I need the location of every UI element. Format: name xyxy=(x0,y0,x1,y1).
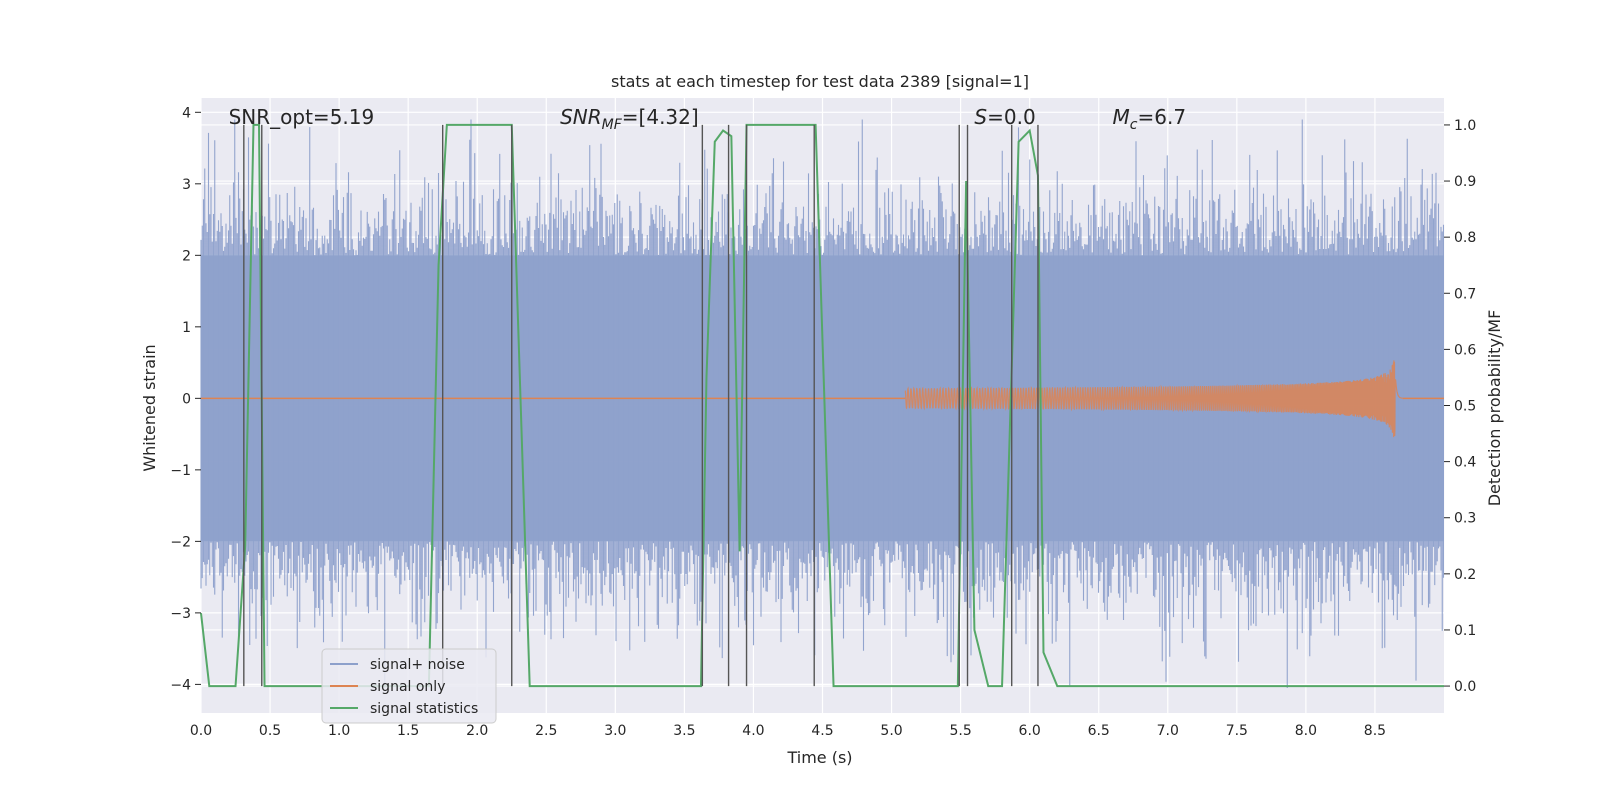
y2-tick-label: 0.9 xyxy=(1454,174,1476,190)
legend-label-signal-statistics: signal statistics xyxy=(370,701,478,717)
y-tick-label: −2 xyxy=(170,534,191,550)
y2-tick-label: 1.0 xyxy=(1454,118,1476,134)
y-tick-label: 4 xyxy=(182,105,191,121)
y2-tick-label: 0.8 xyxy=(1454,230,1476,246)
series-signal-only xyxy=(201,360,1444,438)
legend-label-signal-only: signal only xyxy=(370,679,445,695)
trigger-lines xyxy=(243,124,1039,687)
y-tick-label: −3 xyxy=(170,606,191,622)
y2-tick-label: 0.4 xyxy=(1454,455,1476,471)
x-tick-label: 4.0 xyxy=(742,723,764,739)
y-tick-label: 0 xyxy=(182,391,191,407)
y2-tick-label: 0.2 xyxy=(1454,567,1476,583)
x-tick-label: 2.0 xyxy=(466,723,488,739)
x-tick-label: 5.5 xyxy=(949,723,971,739)
y-tick-label: 2 xyxy=(182,248,191,264)
x-tick-label: 8.0 xyxy=(1295,723,1317,739)
annotation: Mc=6.7 xyxy=(1113,105,1187,133)
x-tick-label: 1.5 xyxy=(397,723,419,739)
annotations: SNR_opt=5.19 SNRMF=[4.32] S=0.0 Mc=6.7 xyxy=(229,105,1186,133)
x-tick-label: 3.0 xyxy=(604,723,626,739)
y2-tick-label: 0.6 xyxy=(1454,342,1476,358)
legend-label-signal-noise: signal+ noise xyxy=(370,657,465,673)
x-tick-label: 6.0 xyxy=(1019,723,1041,739)
x-tick-label: 8.5 xyxy=(1364,723,1386,739)
y2-tick-label: 0.0 xyxy=(1454,679,1476,695)
x-tick-label: 5.0 xyxy=(880,723,902,739)
x-tick-label: 6.5 xyxy=(1088,723,1110,739)
x-tick-label: 0.0 xyxy=(190,723,212,739)
y-tick-label: −4 xyxy=(170,677,191,693)
series-signal-statistics xyxy=(200,123,1444,688)
legend-box xyxy=(321,648,497,724)
y-tick-label: 3 xyxy=(182,177,191,193)
axes: 0.0 0.5 1.0 1.5 2.0 2.5 3.0 3.5 4.0 4.5 5.0 5.5 6.0 6… xyxy=(170,105,1476,739)
y2-axis-label: Detection probability/MF xyxy=(1485,310,1504,507)
x-axis-label: Time (s) xyxy=(786,748,852,767)
chart-title: stats at each timestep for test data 238… xyxy=(611,72,1029,91)
y2-tick-label: 0.5 xyxy=(1454,399,1476,415)
y2-tick-label: 0.1 xyxy=(1454,623,1476,639)
annotation: SNRMF=[4.32] xyxy=(560,105,699,133)
y2-tick-label: 0.7 xyxy=(1454,286,1476,302)
y-axis-label: Whitened strain xyxy=(140,344,159,471)
y2-tick-label: 0.3 xyxy=(1454,511,1476,527)
x-tick-label: 7.5 xyxy=(1226,723,1248,739)
annotation: SNR_opt=5.19 xyxy=(229,105,375,129)
annotation: S=0.0 xyxy=(974,105,1035,129)
stats-line xyxy=(200,123,1444,688)
x-tick-label: 1.0 xyxy=(328,723,350,739)
x-tick-label: 7.0 xyxy=(1157,723,1179,739)
x-tick-label: 4.5 xyxy=(811,723,833,739)
y-tick-label: −1 xyxy=(170,463,191,479)
x-tick-label: 0.5 xyxy=(259,723,281,739)
chirp-trace xyxy=(904,360,1403,438)
x-tick-label: 2.5 xyxy=(535,723,557,739)
x-tick-label: 3.5 xyxy=(673,723,695,739)
y-tick-label: 1 xyxy=(182,320,191,336)
legend: signal+ noise signal only signal statist… xyxy=(321,648,497,724)
